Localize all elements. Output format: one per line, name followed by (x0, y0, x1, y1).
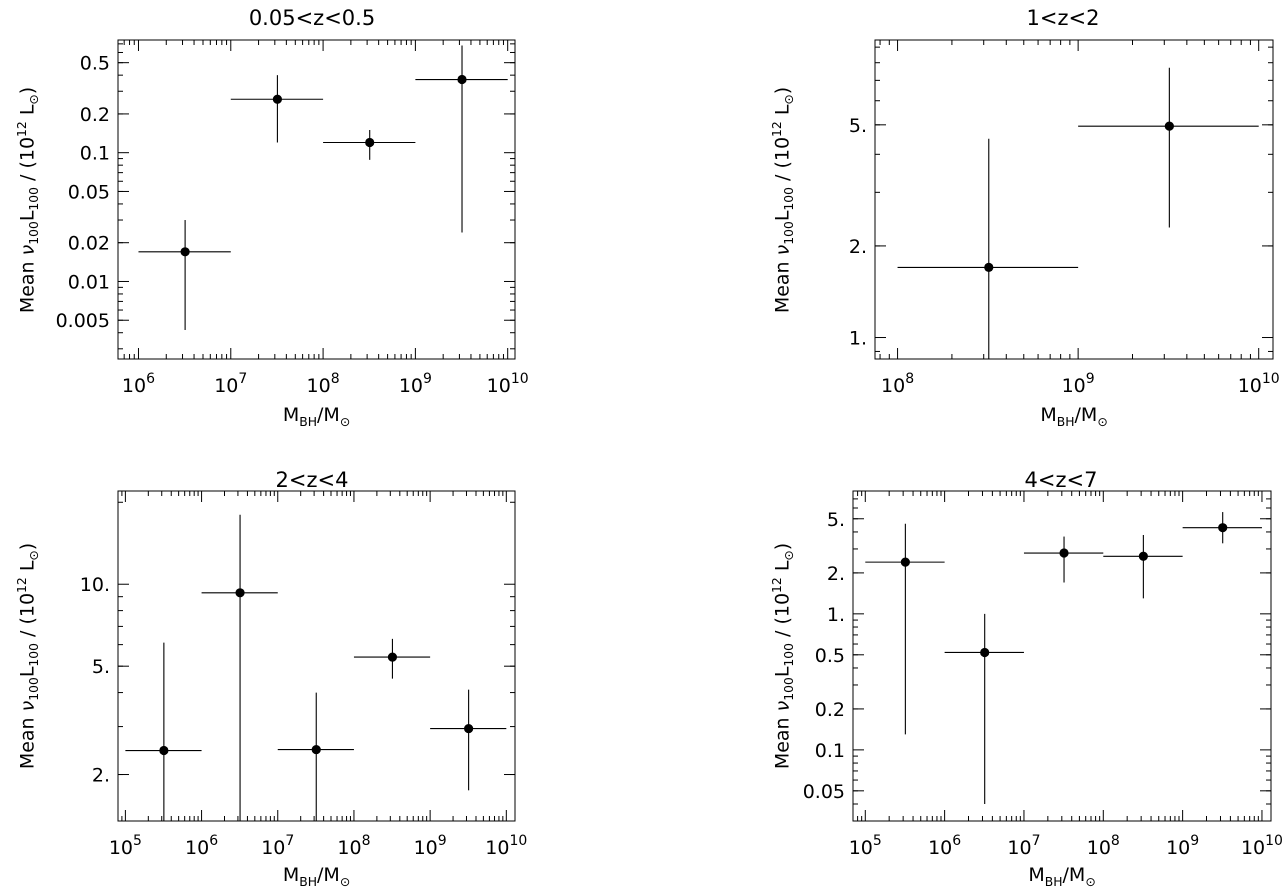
data-point (180, 247, 190, 257)
panel-title: 1<z<2 (1026, 6, 1100, 30)
y-axis-label: Mean ν100L100 / (1012 L⊙) (14, 542, 42, 770)
data-point (387, 652, 398, 662)
y-tick-label: 2. (849, 236, 867, 258)
x-tick-label: 108 (881, 371, 914, 397)
x-axis-label: MBH/M⊙ (1040, 404, 1108, 429)
x-tick-label: 106 (928, 833, 961, 859)
data-point (235, 588, 245, 598)
data-point (457, 74, 467, 85)
x-axis-label: MBH/M⊙ (282, 404, 351, 429)
x-tick-label: 107 (261, 833, 294, 859)
panel-z-1-2: 1<z<2 108 109 1010 1. 2. 5. MBH/M⊙ Mean ν100L… (643, 0, 1287, 446)
data-point (1164, 121, 1174, 131)
data-point (984, 262, 994, 272)
x-tick-label: 108 (337, 833, 370, 859)
y-tick-label: 0.5 (815, 645, 845, 667)
x-axis-label: MBH/M⊙ (1028, 864, 1096, 889)
data-point (1218, 523, 1228, 533)
y-tick-label: 5. (92, 656, 110, 678)
plot-area: 105 106 107 108 109 1010 2. 5. 10. (80, 490, 527, 859)
data-point (311, 744, 321, 755)
data-point (1059, 548, 1069, 558)
x-tick-label: 1010 (1238, 371, 1280, 397)
panel-z-4-7: 4<z<7 105 106 107 108 109 1010 0.05 0.1 0.2 0.5 1.… (643, 446, 1287, 892)
x-tick-label: 1010 (485, 833, 527, 859)
x-tick-label: 107 (1007, 833, 1040, 859)
x-tick-label: 109 (1166, 833, 1199, 859)
x-tick-label: 1010 (1241, 833, 1283, 859)
plot-frame (874, 39, 1274, 360)
panel-z-2-4: 2<z<4 105 106 107 108 109 1010 2. 5. 10. MBH/M⊙ … (0, 446, 640, 892)
data-point (1138, 551, 1148, 561)
y-tick-label: 0.2 (80, 104, 110, 126)
x-axis-label: MBH/M⊙ (282, 864, 351, 889)
data-point (159, 745, 169, 756)
x-tick-label: 106 (122, 371, 155, 397)
y-tick-label: 0.05 (68, 181, 110, 203)
x-tick-label: 105 (109, 833, 142, 859)
y-tick-label: 5. (849, 115, 867, 137)
y-tick-label: 0.05 (803, 781, 845, 803)
y-axis-label: Mean ν100L100 / (1012 L⊙) (769, 542, 797, 770)
panel-title: 0.05<z<0.5 (248, 6, 376, 30)
data-point (464, 723, 474, 734)
x-tick-label: 108 (1087, 833, 1120, 859)
y-tick-label: 0.1 (80, 143, 110, 165)
data-point (900, 557, 910, 567)
y-tick-label: 2. (92, 765, 110, 787)
x-tick-label: 1010 (487, 371, 529, 397)
y-tick-label: 0.02 (68, 233, 110, 255)
plot-frame (117, 39, 516, 360)
y-tick-label: 0.01 (68, 271, 110, 293)
x-tick-label: 106 (185, 833, 218, 859)
y-axis-label: Mean ν100L100 / (1012 L⊙) (14, 86, 42, 313)
plot-area: 106 107 108 109 1010 0.005 0.01 0.02 0.05 0.1 0.2 0… (56, 39, 529, 397)
x-tick-label: 109 (399, 371, 432, 397)
data-point (365, 137, 375, 148)
panel-title: 2<z<4 (275, 468, 349, 492)
x-tick-label: 105 (849, 833, 882, 859)
y-tick-label: 1. (827, 604, 845, 626)
y-tick-label: 1. (849, 328, 867, 350)
plot-area: 108 109 1010 1. 2. 5. (849, 39, 1280, 397)
x-tick-label: 109 (414, 833, 447, 859)
y-tick-label: 0.5 (80, 53, 110, 75)
y-tick-label: 0.2 (815, 699, 845, 721)
y-axis-label: Mean ν100L100 / (1012 L⊙) (769, 86, 797, 313)
x-tick-label: 107 (214, 371, 247, 397)
y-tick-label: 0.005 (56, 310, 110, 332)
data-point (980, 647, 990, 658)
panel-z-0.05-0.5: 0.05<z<0.5 106 107 108 109 1010 0.005 0.01 0.02… (0, 0, 640, 446)
panel-title: 4<z<7 (1024, 468, 1098, 492)
x-tick-label: 108 (307, 371, 340, 397)
plot-frame (852, 490, 1272, 822)
y-tick-label: 0.1 (815, 740, 845, 762)
plot-area: 105 106 107 108 109 1010 0.05 0.1 0.2 0.5 1. 2. 5. (803, 490, 1283, 859)
y-tick-label: 5. (827, 509, 845, 531)
data-point (272, 94, 283, 104)
y-tick-label: 2. (827, 563, 845, 585)
y-tick-label: 10. (80, 574, 110, 596)
x-tick-label: 109 (1062, 371, 1095, 397)
